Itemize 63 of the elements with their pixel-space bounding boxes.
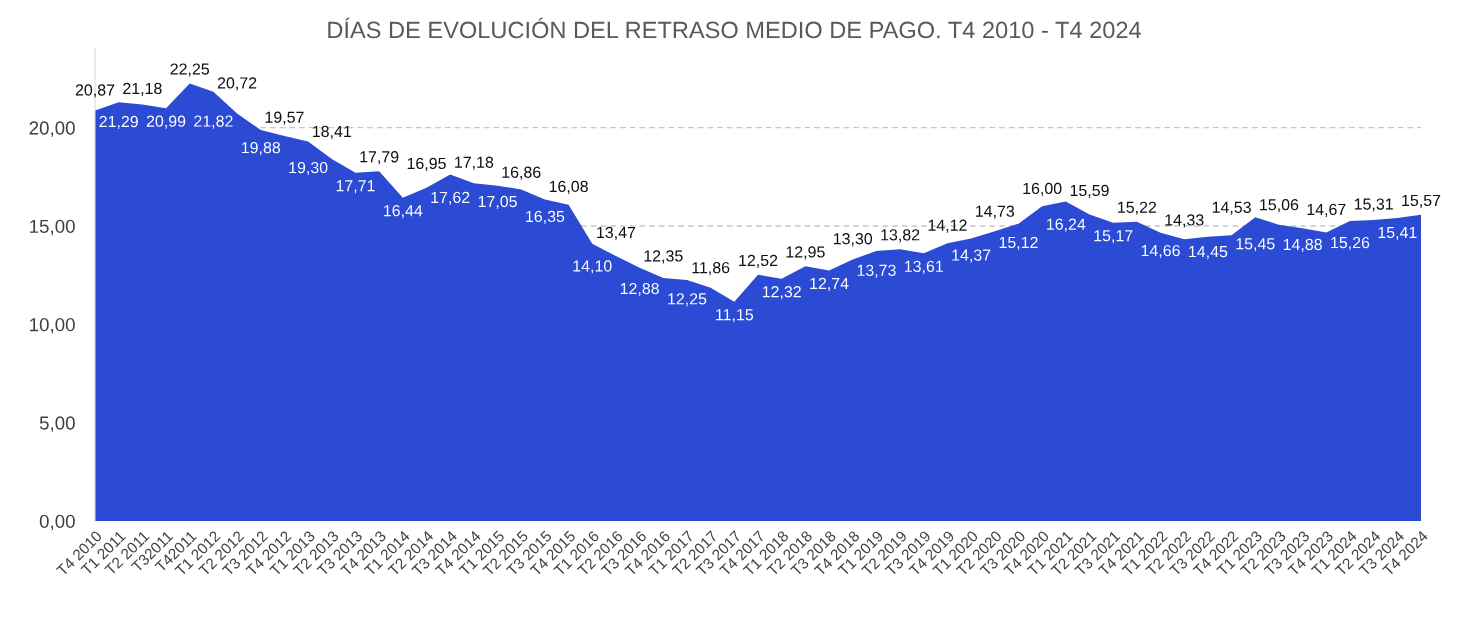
data-label: 12,52 [739, 254, 778, 268]
data-label: 16,95 [407, 157, 446, 171]
data-label: 20,72 [217, 77, 257, 91]
y-tick-label: 10,00 [30, 318, 75, 334]
data-label: 14,45 [1189, 246, 1228, 260]
data-label: 11,86 [692, 261, 730, 276]
data-label: 19,57 [265, 111, 304, 125]
data-label: 14,67 [1307, 203, 1346, 217]
data-label: 19,30 [289, 161, 328, 176]
data-label: 16,35 [526, 210, 565, 224]
data-label: 12,95 [786, 246, 825, 260]
chart-title: DÍAS DE EVOLUCIÓN DEL RETRASO MEDIO DE PAGO. T4 2010 - T4 2024 [328, 17, 1141, 39]
data-label: 21,18 [123, 82, 162, 97]
data-label: 12,74 [810, 277, 849, 292]
data-label: 11,15 [716, 309, 754, 323]
data-label: 16,44 [384, 205, 423, 219]
data-label: 15,17 [1094, 230, 1133, 244]
data-label: 15,57 [1402, 194, 1441, 208]
data-label: 15,41 [1378, 226, 1417, 240]
y-tick-label: 15,00 [30, 219, 75, 236]
data-label: 17,62 [431, 191, 470, 205]
data-label: 13,61 [904, 260, 943, 274]
data-label: 12,25 [668, 293, 707, 307]
data-label: 17,05 [478, 195, 517, 210]
data-label: 12,35 [644, 250, 683, 264]
data-label: 13,47 [597, 226, 636, 240]
data-label: 21,29 [99, 115, 138, 130]
data-label: 17,71 [336, 180, 375, 194]
data-label: 16,00 [1023, 182, 1062, 196]
data-label: 16,24 [1047, 218, 1086, 232]
data-label: 15,59 [1070, 184, 1109, 198]
data-label: 12,88 [620, 282, 659, 297]
data-label: 16,86 [502, 166, 541, 180]
data-label: 15,12 [999, 236, 1038, 250]
data-label: 14,33 [1165, 214, 1204, 228]
data-label: 20,99 [146, 115, 186, 129]
data-label: 15,06 [1260, 199, 1299, 213]
data-label: 14,53 [1212, 201, 1251, 215]
data-label: 14,88 [1283, 238, 1322, 253]
data-label: 14,10 [573, 260, 612, 274]
data-label: 15,45 [1236, 238, 1275, 252]
data-label: 18,41 [313, 125, 351, 139]
data-label: 13,82 [881, 229, 920, 243]
data-label: 14,37 [952, 249, 991, 263]
data-label: 13,73 [857, 264, 896, 278]
y-tick-label: 20,00 [29, 121, 75, 137]
data-label: 21,82 [194, 115, 233, 129]
data-label: 15,31 [1354, 198, 1393, 212]
data-label: 20,87 [75, 84, 115, 98]
y-tick-label: 5,00 [39, 416, 75, 432]
data-label: 14,12 [928, 219, 967, 233]
data-label: 17,18 [455, 156, 494, 170]
data-label: 22,25 [170, 63, 210, 77]
data-label: 19,88 [241, 141, 281, 156]
y-tick-label: 0,00 [39, 514, 75, 531]
data-label: 17,79 [360, 151, 399, 165]
data-label: 14,66 [1141, 244, 1180, 259]
data-label: 16,08 [549, 180, 588, 194]
data-label: 15,26 [1331, 236, 1370, 251]
data-label: 13,30 [833, 233, 873, 247]
data-label: 15,22 [1118, 201, 1157, 215]
data-label: 14,73 [976, 205, 1015, 219]
data-label: 12,32 [762, 286, 801, 300]
